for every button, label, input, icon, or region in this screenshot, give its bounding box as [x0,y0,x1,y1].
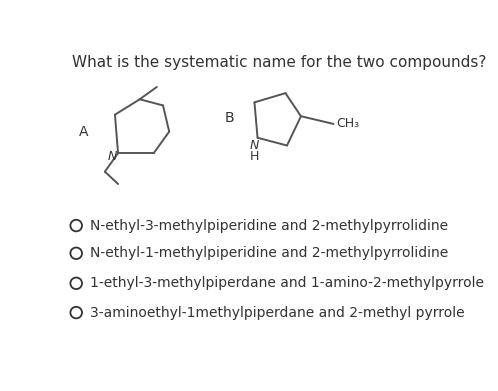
Text: N-ethyl-3-methylpiperidine and 2-methylpyrrolidine: N-ethyl-3-methylpiperidine and 2-methylp… [90,219,448,233]
Text: CH₃: CH₃ [337,117,360,131]
Text: H: H [250,150,259,163]
Text: What is the systematic name for the two compounds?: What is the systematic name for the two … [72,56,486,70]
Text: 3-aminoethyl-1methylpiperdane and 2-methyl pyrrole: 3-aminoethyl-1methylpiperdane and 2-meth… [90,306,465,319]
Text: N-ethyl-1-methylpiperidine and 2-methylpyrrolidine: N-ethyl-1-methylpiperidine and 2-methylp… [90,246,448,260]
Text: 1-ethyl-3-methylpiperdane and 1-amino-2-methylpyrrole: 1-ethyl-3-methylpiperdane and 1-amino-2-… [90,276,484,290]
Text: N: N [107,150,117,163]
Text: N: N [250,139,259,152]
Text: B: B [225,111,235,125]
Text: A: A [79,125,89,139]
